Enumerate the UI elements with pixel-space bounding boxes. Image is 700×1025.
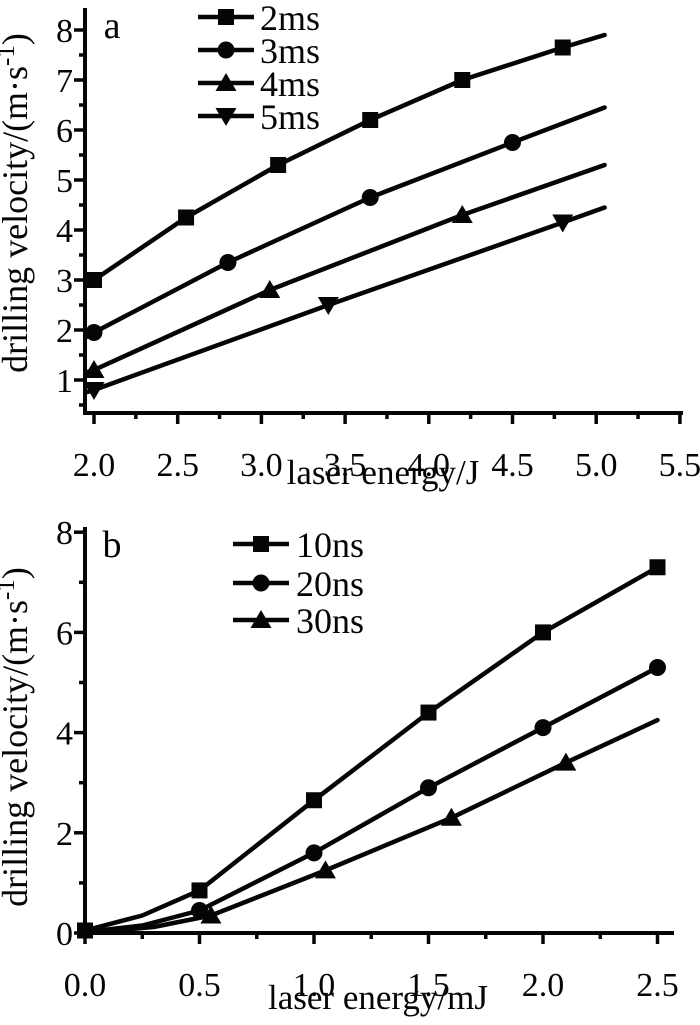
a-y-tick-label: 2 bbox=[56, 313, 73, 350]
b-legend-30ns-label: 30ns bbox=[296, 601, 364, 641]
a-legend-2ms-square-marker bbox=[218, 9, 234, 25]
a-panel-label: a bbox=[104, 5, 121, 47]
b-y-tick-label: 2 bbox=[56, 816, 73, 853]
b-series-30ns-triangle-up-marker bbox=[200, 905, 222, 924]
chart-a-panel bbox=[74, 8, 683, 424]
b-legend-20ns-label: 20ns bbox=[296, 564, 364, 604]
a-x-tick-label: 5.0 bbox=[575, 447, 618, 484]
b-y-tick-label: 6 bbox=[56, 615, 73, 652]
a-legend-4ms-triangle-up-marker bbox=[215, 73, 237, 91]
b-panel-label: b bbox=[103, 524, 122, 566]
a-x-tick-label: 3.0 bbox=[240, 447, 283, 484]
b-x-tick-label: 2.0 bbox=[522, 967, 565, 1004]
b-series-10ns-line bbox=[82, 565, 660, 933]
b-series-10ns-square-marker bbox=[649, 559, 666, 576]
b-y-tick-label: 4 bbox=[56, 716, 73, 753]
a-legend bbox=[198, 9, 254, 126]
a-legend-2ms-label: 2ms bbox=[260, 0, 320, 38]
b-y-tick-label: 8 bbox=[56, 515, 73, 552]
a-series-3ms-circle-marker bbox=[219, 254, 237, 271]
a-x-tick-label: 2.0 bbox=[73, 447, 116, 484]
a-y-tick-label: 8 bbox=[56, 13, 73, 50]
a-legend-5ms-triangle-down-marker bbox=[215, 108, 237, 126]
a-y-tick-label: 4 bbox=[56, 213, 73, 250]
b-x-tick-label: 0.5 bbox=[178, 967, 221, 1004]
b-legend-30ns-triangle-up-marker bbox=[250, 610, 272, 628]
a-series-3ms-circle-marker bbox=[85, 324, 103, 341]
b-series-10ns-square-marker bbox=[535, 624, 551, 641]
a-series-5ms-triangle-down-marker bbox=[83, 382, 105, 400]
b-legend-20ns-circle-marker bbox=[252, 574, 270, 592]
a-series-5ms-triangle-down-marker bbox=[317, 297, 339, 315]
b-series-20ns-circle-marker bbox=[305, 844, 323, 862]
b-legend-10ns-label: 10ns bbox=[296, 525, 364, 565]
b-series-10ns-square-marker bbox=[306, 792, 322, 809]
a-legend-5ms-label: 5ms bbox=[260, 97, 320, 137]
b-x-axis-title: laser energy/mJ bbox=[268, 978, 488, 1017]
a-x-tick-label: 4.0 bbox=[408, 447, 451, 484]
a-y-tick-label: 1 bbox=[56, 363, 73, 400]
a-series-3ms-circle-marker bbox=[504, 134, 521, 151]
a-series-4ms-triangle-up-marker bbox=[83, 360, 105, 378]
b-x-tick-label: 1.0 bbox=[293, 967, 336, 1004]
a-legend-3ms-circle-marker bbox=[217, 41, 235, 59]
a-y-axis-title: drilling velocity/(m·s-1) bbox=[0, 33, 35, 373]
a-y-tick-label: 6 bbox=[56, 113, 73, 150]
b-series-30ns-triangle-up-marker bbox=[440, 807, 462, 826]
b-x-tick-label: 2.5 bbox=[636, 967, 679, 1004]
a-legend-4ms-label: 4ms bbox=[260, 64, 320, 104]
a-series-3ms-circle-marker bbox=[361, 189, 379, 206]
b-series-20ns-line bbox=[82, 665, 660, 935]
b-legend-10ns-square-marker bbox=[253, 536, 269, 552]
a-y-tick-label: 5 bbox=[56, 163, 73, 200]
b-series-10ns-square-marker bbox=[191, 882, 208, 899]
b-x-tick-label: 1.5 bbox=[407, 967, 450, 1004]
b-series-20ns-circle-marker bbox=[534, 719, 552, 737]
a-series-2ms-line bbox=[83, 32, 607, 285]
a-series-2ms-square-marker bbox=[86, 272, 102, 288]
b-series-20ns-circle-marker bbox=[649, 658, 666, 676]
a-series-3ms-line bbox=[83, 105, 607, 340]
a-series-2ms-square-marker bbox=[454, 72, 471, 88]
a-x-axis-title: laser energy/J bbox=[287, 453, 480, 492]
a-series-2ms-square-marker bbox=[178, 209, 195, 226]
a-series-2ms-square-marker bbox=[362, 112, 379, 128]
b-series-10ns-square-marker bbox=[420, 704, 437, 721]
a-series-5ms-triangle-down-marker bbox=[552, 214, 574, 233]
b-series-30ns-triangle-up-marker bbox=[555, 752, 577, 771]
a-x-tick-label: 4.5 bbox=[491, 447, 534, 484]
a-x-tick-label: 2.5 bbox=[156, 447, 199, 484]
a-y-tick-label: 3 bbox=[56, 263, 73, 300]
b-y-tick-label: 0 bbox=[56, 916, 73, 953]
b-series-20ns-circle-marker bbox=[420, 779, 437, 797]
a-legend-3ms-label: 3ms bbox=[260, 31, 320, 71]
a-x-tick-label: 5.5 bbox=[659, 447, 700, 484]
a-series-4ms-triangle-up-marker bbox=[451, 205, 473, 223]
chart-b-panel bbox=[74, 527, 674, 944]
a-y-tick-label: 7 bbox=[56, 63, 73, 100]
b-y-axis-title: drilling velocity/(m·s-1) bbox=[0, 567, 35, 907]
a-x-tick-label: 3.5 bbox=[324, 447, 367, 484]
a-series-4ms-line bbox=[83, 162, 607, 375]
b-legend bbox=[233, 536, 289, 628]
a-series-2ms-square-marker bbox=[554, 39, 571, 56]
b-x-tick-label: 0.0 bbox=[64, 967, 107, 1004]
a-series-4ms-triangle-up-marker bbox=[259, 280, 281, 298]
b-series-30ns-triangle-up-marker bbox=[314, 860, 336, 879]
a-series-2ms-square-marker bbox=[270, 157, 287, 173]
